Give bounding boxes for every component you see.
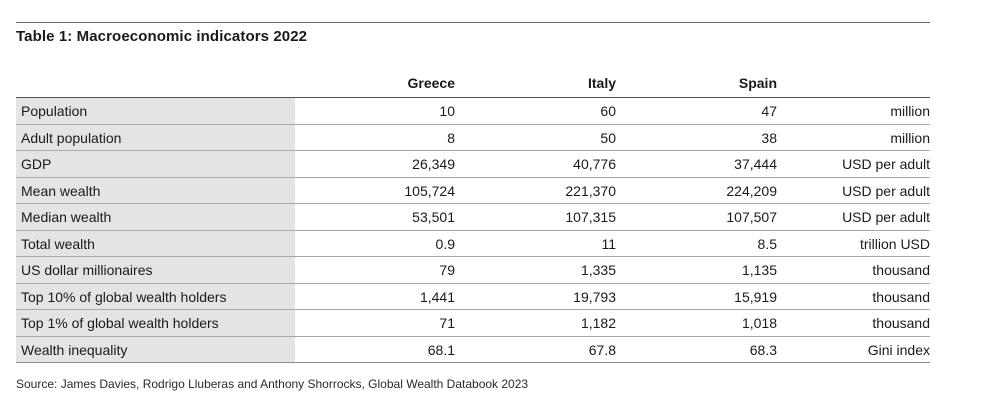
row-label: Median wealth bbox=[16, 204, 295, 230]
unit-label: thousand bbox=[872, 315, 930, 331]
spain-value: 224,209 bbox=[726, 182, 777, 199]
greece-value: 8 bbox=[447, 129, 455, 146]
italy-value: 60 bbox=[600, 103, 616, 119]
table-row: US dollar millionaires 79 1,335 1,135 th… bbox=[16, 257, 930, 284]
table-row: Median wealth 53,501 107,315 107,507 USD… bbox=[16, 204, 930, 231]
unit-label: Gini index bbox=[867, 341, 930, 358]
italy-value: 19,793 bbox=[573, 288, 616, 305]
spain-value: 68.3 bbox=[749, 341, 777, 358]
spain-value: 8.5 bbox=[757, 235, 777, 252]
italy-value: 221,370 bbox=[565, 182, 616, 199]
table-body: Population 10 60 47 million Adult popula… bbox=[16, 97, 930, 363]
greece-value: 68.1 bbox=[427, 341, 455, 358]
unit-label: thousand bbox=[872, 288, 930, 305]
spain-value: 1,018 bbox=[741, 315, 777, 331]
greece-value: 0.9 bbox=[435, 235, 455, 252]
greece-value: 10 bbox=[439, 103, 455, 119]
italy-value: 11 bbox=[601, 235, 616, 252]
spain-value: 37,444 bbox=[734, 156, 777, 172]
greece-value: 1,441 bbox=[419, 288, 455, 305]
column-header-spain: Spain bbox=[738, 75, 777, 91]
spain-value: 1,135 bbox=[741, 262, 777, 278]
row-label: Top 10% of global wealth holders bbox=[16, 283, 295, 309]
table-row: Wealth inequality 68.1 67.8 68.3 Gini in… bbox=[16, 336, 930, 363]
column-header-greece: Greece bbox=[407, 75, 455, 91]
italy-value: 40,776 bbox=[573, 156, 616, 172]
column-header-italy: Italy bbox=[587, 75, 616, 91]
italy-value: 1,335 bbox=[580, 262, 616, 278]
unit-label: USD per adult bbox=[842, 209, 930, 225]
row-label: Wealth inequality bbox=[16, 336, 295, 362]
spain-value: 47 bbox=[761, 103, 777, 119]
row-label: Adult population bbox=[16, 124, 295, 150]
greece-value: 53,501 bbox=[412, 209, 455, 225]
table-row: Adult population 8 50 38 million bbox=[16, 124, 930, 151]
row-label: Population bbox=[16, 98, 295, 124]
italy-value: 1,182 bbox=[580, 315, 616, 331]
unit-label: thousand bbox=[872, 262, 930, 278]
table-row: GDP 26,349 40,776 37,444 USD per adult bbox=[16, 151, 930, 178]
greece-value: 105,724 bbox=[404, 182, 455, 199]
italy-value: 107,315 bbox=[565, 209, 616, 225]
table-row: Top 1% of global wealth holders 71 1,182… bbox=[16, 310, 930, 337]
unit-label: trillion USD bbox=[859, 235, 930, 252]
table-title: Table 1: Macroeconomic indicators 2022 bbox=[16, 28, 308, 45]
greece-value: 71 bbox=[439, 315, 455, 331]
top-rule bbox=[16, 22, 930, 23]
row-label: Mean wealth bbox=[16, 177, 295, 203]
table-row: Mean wealth 105,724 221,370 224,209 USD … bbox=[16, 177, 930, 204]
unit-label: million bbox=[890, 129, 930, 146]
macro-table: Greece Italy Spain Population 10 60 47 m… bbox=[16, 70, 930, 363]
table-row: Population 10 60 47 million bbox=[16, 98, 930, 125]
source-note: Source: James Davies, Rodrigo Lluberas a… bbox=[16, 377, 529, 391]
table-row: Top 10% of global wealth holders 1,441 1… bbox=[16, 283, 930, 310]
table-header-row: Greece Italy Spain bbox=[16, 70, 930, 97]
italy-value: 67.8 bbox=[588, 341, 616, 358]
spain-value: 15,919 bbox=[734, 288, 777, 305]
unit-label: USD per adult bbox=[842, 182, 930, 199]
unit-label: USD per adult bbox=[842, 156, 930, 172]
italy-value: 50 bbox=[600, 129, 616, 146]
spain-value: 107,507 bbox=[726, 209, 777, 225]
greece-value: 79 bbox=[439, 262, 455, 278]
table-row: Total wealth 0.9 11 8.5 trillion USD bbox=[16, 230, 930, 257]
greece-value: 26,349 bbox=[412, 156, 455, 172]
spain-value: 38 bbox=[761, 129, 777, 146]
row-label: Top 1% of global wealth holders bbox=[16, 310, 295, 336]
row-label: Total wealth bbox=[16, 230, 295, 256]
unit-label: million bbox=[890, 103, 930, 119]
row-label: US dollar millionaires bbox=[16, 257, 295, 283]
row-label: GDP bbox=[16, 151, 295, 177]
